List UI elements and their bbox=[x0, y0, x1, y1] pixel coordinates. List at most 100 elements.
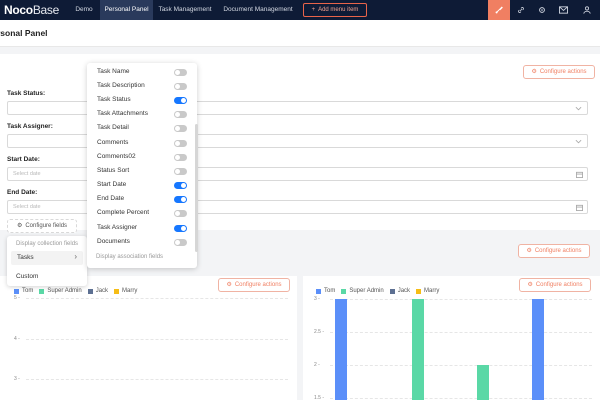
y-tick-label: 2.5 - bbox=[314, 329, 325, 336]
bar-tom[interactable] bbox=[531, 299, 544, 400]
field-row[interactable]: Task Description bbox=[97, 79, 189, 93]
notifications-button[interactable] bbox=[552, 0, 574, 20]
y-tick-label: 3 - bbox=[314, 296, 320, 302]
link-button[interactable] bbox=[510, 0, 532, 20]
field-toggle-switch[interactable] bbox=[174, 209, 187, 217]
y-tick-label: 1.5 - bbox=[314, 395, 325, 400]
gear-icon: ⚙ bbox=[527, 282, 533, 288]
field-row[interactable]: Comments02 bbox=[97, 150, 189, 164]
calendar-icon bbox=[576, 204, 583, 211]
field-row[interactable]: Task Status bbox=[97, 93, 189, 107]
legend-item[interactable]: Tom bbox=[14, 288, 33, 294]
gear-icon bbox=[539, 7, 545, 13]
configure-fields-button[interactable]: ⚙ Configure fields bbox=[7, 219, 77, 233]
field-row[interactable]: Task Attachments bbox=[97, 107, 189, 121]
legend-item[interactable]: Super Admin bbox=[341, 288, 384, 294]
gear-icon: ⚙ bbox=[16, 223, 23, 229]
field-label: Documents bbox=[97, 238, 130, 245]
legend-item[interactable]: Marry bbox=[114, 288, 137, 294]
bar-tom[interactable] bbox=[335, 299, 347, 400]
legend-swatch bbox=[316, 288, 321, 294]
field-toggle-switch[interactable] bbox=[174, 224, 187, 232]
legend-label: Marry bbox=[424, 288, 440, 294]
legend-item[interactable]: Jack bbox=[389, 288, 410, 294]
field-label: End Date bbox=[97, 195, 125, 202]
configure-actions-label: Configure actions bbox=[234, 282, 282, 288]
link-icon bbox=[518, 7, 524, 13]
page-header: rsonal Panel bbox=[0, 20, 600, 47]
submenu-group-label: Display collection fields bbox=[16, 241, 79, 247]
gridline bbox=[330, 299, 592, 300]
legend-swatch bbox=[14, 288, 19, 294]
field-label: Status Sort bbox=[97, 167, 130, 174]
user-menu-button[interactable] bbox=[576, 0, 598, 20]
gear-icon: ⚙ bbox=[526, 248, 532, 254]
legend-item[interactable]: Super Admin bbox=[39, 288, 82, 294]
configure-actions-label: Configure actions bbox=[539, 69, 587, 75]
page-title: rsonal Panel bbox=[0, 28, 48, 38]
legend-swatch bbox=[39, 288, 45, 294]
nav-item-personal-panel[interactable]: Personal Panel bbox=[100, 0, 153, 20]
submenu-item-label: Tasks bbox=[17, 254, 34, 261]
nav-item-demo[interactable]: Demo bbox=[75, 6, 93, 13]
chart-right-configure-actions-button[interactable]: ⚙ Configure actions bbox=[519, 278, 591, 292]
field-toggle-switch[interactable] bbox=[174, 181, 187, 189]
settings-button[interactable] bbox=[531, 0, 553, 20]
configure-fields-submenu: Display collection fields Tasks › Custom bbox=[7, 236, 87, 286]
add-menu-item-button[interactable]: + Add menu item bbox=[303, 3, 367, 17]
gear-icon: ⚙ bbox=[226, 282, 232, 288]
field-toggle-switch[interactable] bbox=[174, 82, 187, 90]
field-row[interactable]: Task Name bbox=[97, 65, 189, 79]
configure-actions-label: Configure actions bbox=[535, 282, 583, 288]
field-toggle-switch[interactable] bbox=[174, 68, 187, 76]
chevron-right-icon: › bbox=[74, 252, 77, 261]
y-tick-label: 2 - bbox=[314, 362, 320, 369]
legend-label: Tom bbox=[22, 288, 34, 294]
field-row[interactable]: End Date bbox=[97, 192, 189, 206]
field-toggle-switch[interactable] bbox=[174, 110, 187, 118]
dropdown-scrollbar[interactable] bbox=[195, 124, 198, 252]
legend-item[interactable]: Tom bbox=[316, 288, 335, 294]
field-row[interactable]: Start Date bbox=[97, 178, 189, 192]
bar-super-admin[interactable] bbox=[477, 365, 489, 400]
field-row[interactable]: Comments bbox=[97, 136, 189, 150]
field-row[interactable]: Status Sort bbox=[97, 164, 189, 178]
field-row[interactable]: Task Detail bbox=[97, 121, 189, 135]
task-assigner-label: Task Assigner: bbox=[7, 123, 53, 130]
legend-item[interactable]: Jack bbox=[87, 288, 108, 294]
field-row[interactable]: Documents bbox=[97, 235, 189, 249]
legend-swatch bbox=[389, 288, 395, 294]
app-logo[interactable]: NocoBase bbox=[4, 3, 59, 17]
field-row[interactable]: Complete Percent bbox=[97, 206, 189, 220]
field-label: Task Detail bbox=[97, 124, 129, 131]
field-toggle-switch[interactable] bbox=[174, 96, 187, 104]
legend-swatch bbox=[416, 288, 422, 294]
submenu-item-tasks[interactable]: Tasks › bbox=[11, 251, 83, 265]
field-toggle-switch[interactable] bbox=[174, 124, 187, 132]
configure-actions-button[interactable]: ⚙ Configure actions bbox=[523, 65, 595, 79]
field-label: Comments bbox=[97, 139, 129, 146]
configure-actions-button-secondary[interactable]: ⚙ Configure actions bbox=[518, 244, 590, 258]
field-toggle-switch[interactable] bbox=[174, 139, 187, 147]
theme-editor-button[interactable] bbox=[488, 0, 510, 20]
field-label: Task Attachments bbox=[97, 110, 148, 117]
nav-item-task-management[interactable]: Task Management bbox=[158, 6, 212, 13]
chart-left-configure-actions-button[interactable]: ⚙ Configure actions bbox=[218, 278, 290, 292]
field-toggle-switch[interactable] bbox=[174, 195, 187, 203]
field-label: Task Status bbox=[97, 96, 131, 103]
gridline bbox=[330, 398, 592, 400]
field-toggle-switch[interactable] bbox=[174, 153, 187, 161]
bar-super-admin[interactable] bbox=[411, 299, 424, 400]
legend-label: Tom bbox=[324, 288, 336, 294]
field-toggle-switch[interactable] bbox=[174, 238, 187, 246]
y-tick-label: 3 - bbox=[14, 376, 20, 383]
mail-icon bbox=[558, 6, 568, 14]
y-tick-label: 4 - bbox=[14, 335, 20, 342]
nav-item-document-management[interactable]: Document Management bbox=[223, 6, 293, 13]
chevron-down-icon bbox=[575, 106, 582, 111]
field-row[interactable]: Task Assigner bbox=[97, 221, 189, 235]
legend-item[interactable]: Marry bbox=[416, 288, 439, 294]
field-toggle-switch[interactable] bbox=[174, 167, 187, 175]
submenu-item-custom[interactable]: Custom bbox=[16, 273, 39, 280]
legend-label: Super Admin bbox=[47, 288, 82, 294]
